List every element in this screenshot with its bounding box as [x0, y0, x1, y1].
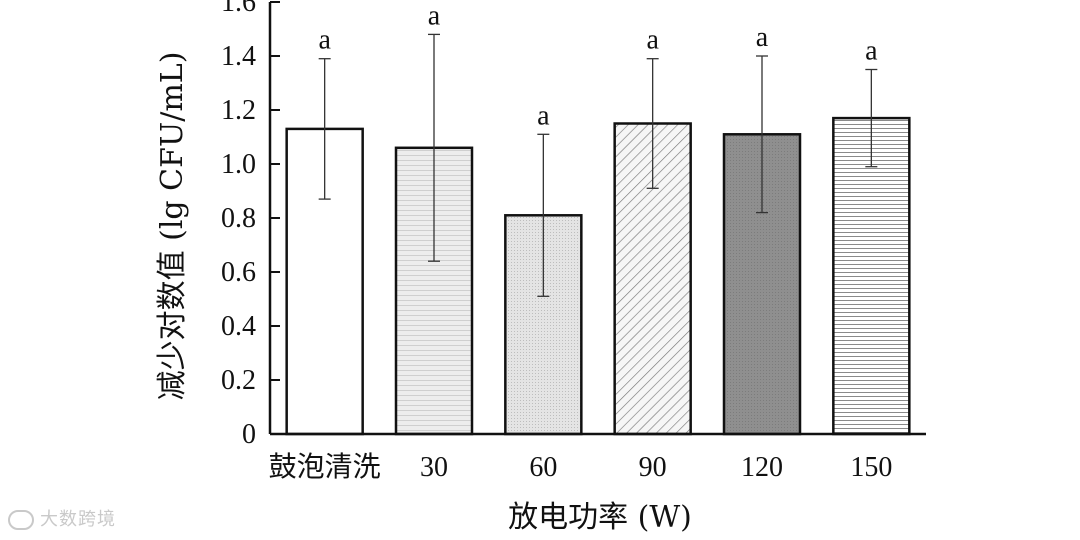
- x-axis-title: 放电功率 (W): [508, 500, 692, 535]
- watermark-logo-icon: [8, 510, 34, 530]
- error-bar-3: [537, 133, 550, 297]
- x-tick-label-2: 30: [420, 452, 448, 483]
- y-tick-label-1: 0: [242, 419, 256, 450]
- y-tick-label-4: 0.6: [221, 257, 256, 288]
- x-tick-label-1: 鼓泡清洗: [269, 451, 381, 483]
- watermark-text: 大数跨境: [40, 509, 116, 530]
- significance-label-5: a: [756, 22, 769, 53]
- y-tick-label-6: 1.0: [221, 149, 256, 180]
- error-bar-4: [646, 58, 659, 189]
- bar-4: [613, 122, 692, 436]
- error-bar-5: [756, 55, 768, 214]
- x-tick-label-6: 150: [850, 452, 892, 483]
- y-tick-label-3: 0.4: [221, 311, 256, 342]
- watermark: 大数跨境: [8, 505, 116, 531]
- error-bar-1: [318, 58, 331, 200]
- significance-label-6: a: [865, 36, 878, 67]
- significance-label-2: a: [428, 0, 441, 31]
- bar-6: [832, 116, 911, 436]
- significance-label-4: a: [646, 25, 659, 56]
- y-tick-label-9: 1.6: [221, 0, 256, 18]
- x-tick-label-4: 90: [639, 452, 667, 483]
- y-axis-title: 减少对数值 (lg CFU/mL): [155, 52, 190, 401]
- x-tick-label-5: 120: [741, 452, 783, 483]
- y-tick-label-8: 1.4: [221, 41, 256, 72]
- error-bar-6: [865, 68, 878, 168]
- x-tick-label-3: 60: [529, 452, 557, 483]
- significance-label-1: a: [318, 25, 331, 56]
- y-tick-label-7: 1.2: [221, 95, 256, 126]
- significance-label-3: a: [537, 100, 550, 131]
- error-bar-2: [428, 33, 440, 262]
- y-tick-label-5: 0.8: [221, 203, 256, 234]
- y-tick-label-2: 0.2: [221, 365, 256, 396]
